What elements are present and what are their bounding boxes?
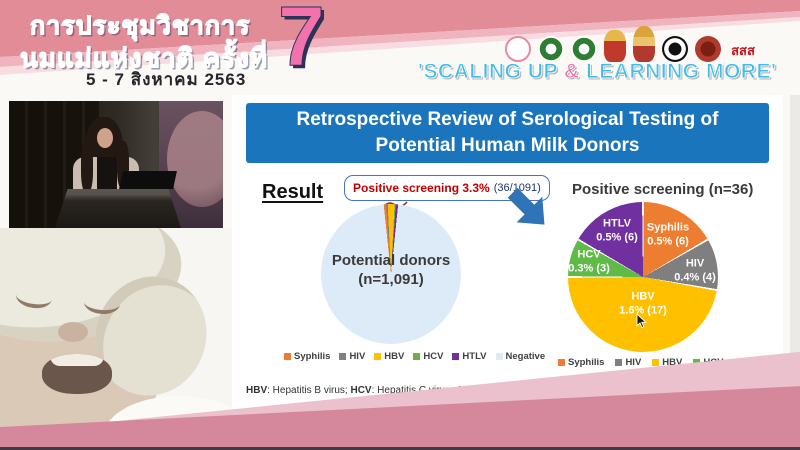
legend-item: HIV — [615, 357, 641, 368]
slogan-ampersand: & — [563, 60, 580, 84]
legend-swatch — [495, 353, 503, 360]
legend-item: HIV — [339, 351, 365, 362]
reference-citation: Cohen RS, et al. Arch Dis Child Fetal Ne… — [538, 389, 777, 398]
slice-value: 0.5% (6) — [596, 231, 638, 243]
donors-pie — [321, 204, 461, 344]
green-seal-1-icon — [538, 36, 564, 62]
slice-name: HIV — [685, 257, 705, 270]
legend-label: HIV — [349, 351, 366, 362]
conference-title-line2: นมแม่แห่งชาติ ครั้งที่ — [19, 42, 268, 73]
legend-label: HIV — [625, 357, 642, 368]
podium-laptop — [119, 171, 177, 189]
legend-label: HTLV — [744, 357, 769, 368]
conference-dates: 5 - 7 สิงหาคม 2563 — [86, 70, 247, 89]
sponsor-logos-row: สสส — [505, 26, 758, 62]
slice-name: Syphilis — [646, 221, 690, 234]
legend-item: Syphilis — [284, 351, 330, 362]
royal-gold-emblem-icon — [633, 26, 655, 62]
legend-label: Negative — [505, 351, 546, 362]
donors-legend: Syphilis HIV HBV HCV HTLV Negative — [284, 351, 545, 362]
red-seal-icon — [695, 36, 721, 62]
legend-label: HCV — [703, 357, 724, 368]
donors-label-line2: (n=1,091) — [358, 271, 424, 288]
legend-swatch — [693, 359, 701, 366]
slogan-close: LEARNING MORE' — [579, 60, 777, 84]
legend-label: Syphilis — [294, 351, 331, 362]
legend-swatch — [284, 353, 291, 360]
legend-swatch — [413, 353, 421, 360]
black-white-seal-icon — [662, 36, 688, 62]
donors-pie-center-label: Potential donors (n=1,091) — [321, 200, 461, 340]
slice-name: HCV — [577, 248, 601, 261]
legend-swatch — [339, 353, 347, 360]
slice-label-hbv: HBV 1.6% (17) — [619, 290, 667, 318]
arrow-icon — [507, 187, 545, 225]
conference-title-line1: การประชุมวิชาการ — [29, 11, 251, 40]
baby-mouth — [42, 354, 112, 394]
slice-value: 0.5% (6) — [647, 235, 689, 247]
legend-item: HTLV — [734, 357, 769, 368]
legend-item: Negative — [495, 351, 546, 362]
baby-teeth — [50, 354, 104, 366]
legend-label: HTLV — [462, 351, 487, 362]
callout-fraction: (36/1091) — [493, 182, 541, 194]
legend-swatch — [734, 359, 742, 366]
slice-label-syphilis: Syphilis 0.5% (6) — [647, 221, 689, 249]
legend-item: HBV — [374, 351, 404, 362]
slice-name: HBV — [631, 290, 655, 303]
legend-item: HCV — [693, 357, 723, 368]
slice-label-hcv: HCV 0.3% (3) — [568, 248, 610, 276]
mouse-cursor-icon — [636, 313, 647, 329]
slice-value: 0.3% (3) — [568, 262, 610, 274]
legend-label: HBV — [662, 357, 683, 368]
footnote-def: : Hepatitis C virus ; — [371, 385, 459, 396]
presenter-shirt — [97, 157, 117, 199]
baby-nose — [58, 322, 88, 342]
donors-label-line1: Potential donors — [331, 251, 451, 269]
legend-item: Syphilis — [558, 357, 604, 368]
legend-label: Syphilis — [568, 357, 605, 368]
stage-screen-baby-image — [167, 111, 223, 207]
presenter-face — [97, 128, 113, 148]
slice-value: 0.4% (4) — [674, 271, 716, 283]
legend-item: HCV — [413, 351, 443, 362]
footnote-term: HBV — [246, 385, 268, 396]
edition-number: 7 — [278, 0, 326, 84]
legend-swatch — [374, 353, 382, 360]
legend-swatch — [615, 359, 623, 366]
slice-label-hiv: HIV 0.4% (4) — [674, 257, 716, 285]
legend-swatch — [558, 359, 565, 366]
presenter-video — [9, 101, 223, 228]
legend-item: HBV — [652, 357, 682, 368]
slice-value: 1.6% (17) — [619, 304, 667, 316]
red-gold-emblem-icon — [604, 30, 626, 62]
podium — [55, 189, 181, 228]
sss-foundation-logo: สสส — [731, 43, 755, 58]
baby-background-photo — [0, 228, 232, 450]
conference-slogan: 'SCALING UP & LEARNING MORE' — [418, 60, 777, 84]
green-seal-2-icon — [571, 36, 597, 62]
legend-item: HTLV — [452, 351, 487, 362]
positive-legend: Syphilis HIV HBV HCV HTLV — [558, 357, 769, 368]
slide-title: Retrospective Review of Serological Test… — [246, 103, 769, 163]
result-heading: Result — [262, 181, 324, 203]
callout-percentage: Positive screening 3.3% — [353, 181, 490, 195]
legend-label: HCV — [423, 351, 444, 362]
footnote-term: HTLV — [458, 385, 484, 396]
presentation-slide: Retrospective Review of Serological Test… — [232, 95, 783, 420]
legend-label: HBV — [384, 351, 405, 362]
slogan-open: 'SCALING UP — [418, 60, 564, 84]
mother-and-baby-logo-icon — [505, 36, 531, 62]
legend-swatch — [452, 353, 460, 360]
slice-label-htlv: HTLV 0.5% (6) — [596, 217, 638, 245]
presenter-hair-left — [81, 141, 93, 193]
right-margin-strip — [790, 95, 800, 365]
conference-banner: การประชุมวิชาการ นมแม่แห่งชาติ ครั้งที่ … — [0, 0, 800, 100]
slice-name: HTLV — [603, 217, 631, 230]
positive-pie-title: Positive screening (n=36) — [572, 181, 754, 198]
footnote-term: HCV — [350, 385, 372, 396]
legend-swatch — [652, 359, 660, 366]
footnote-def: : Hepatitis B virus; — [267, 385, 351, 396]
